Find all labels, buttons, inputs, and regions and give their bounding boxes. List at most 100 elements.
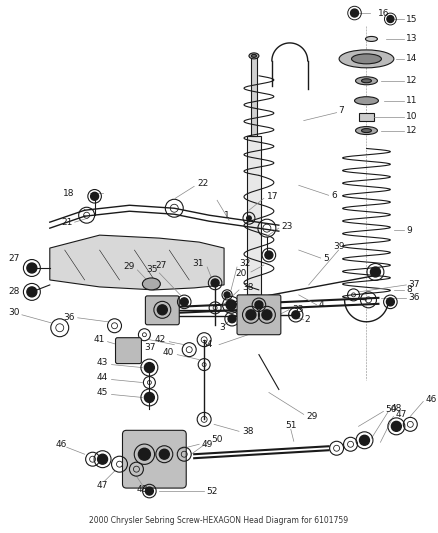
FancyBboxPatch shape xyxy=(116,338,141,364)
Text: 49: 49 xyxy=(201,440,212,449)
Text: 29: 29 xyxy=(307,412,318,421)
Text: 48: 48 xyxy=(390,404,402,413)
Text: 2: 2 xyxy=(305,316,311,324)
Circle shape xyxy=(226,300,236,310)
Text: 27: 27 xyxy=(8,254,19,263)
Text: 14: 14 xyxy=(406,54,418,63)
Text: 52: 52 xyxy=(206,487,218,496)
Text: 45: 45 xyxy=(96,388,108,397)
Text: 40: 40 xyxy=(163,348,174,357)
Text: 50: 50 xyxy=(385,405,397,414)
Circle shape xyxy=(145,487,153,495)
Ellipse shape xyxy=(239,295,269,303)
Text: 39: 39 xyxy=(334,241,345,251)
Text: 8: 8 xyxy=(406,285,412,294)
Text: 2000 Chrysler Sebring Screw-HEXAGON Head Diagram for 6101759: 2000 Chrysler Sebring Screw-HEXAGON Head… xyxy=(88,516,348,525)
Text: 15: 15 xyxy=(406,14,418,23)
Circle shape xyxy=(27,287,37,297)
Ellipse shape xyxy=(356,77,378,85)
Text: 30: 30 xyxy=(8,308,20,317)
Bar xyxy=(247,135,261,295)
Text: 38: 38 xyxy=(242,284,254,293)
Text: 37: 37 xyxy=(408,280,420,289)
Text: 20: 20 xyxy=(236,270,247,278)
FancyBboxPatch shape xyxy=(123,430,186,488)
Circle shape xyxy=(98,454,108,464)
Circle shape xyxy=(211,279,219,287)
Circle shape xyxy=(145,362,154,373)
Circle shape xyxy=(159,449,170,459)
Text: 37: 37 xyxy=(145,343,156,352)
Circle shape xyxy=(392,422,401,431)
Text: 44: 44 xyxy=(96,373,108,382)
Ellipse shape xyxy=(246,215,252,221)
Text: 46: 46 xyxy=(55,440,67,449)
Ellipse shape xyxy=(365,36,378,42)
Text: 43: 43 xyxy=(96,358,108,367)
Text: 12: 12 xyxy=(406,126,418,135)
Text: 11: 11 xyxy=(406,96,418,105)
Text: 50: 50 xyxy=(211,435,223,444)
Ellipse shape xyxy=(354,96,378,104)
Text: 34: 34 xyxy=(201,340,212,349)
Bar xyxy=(251,56,257,135)
Circle shape xyxy=(386,298,394,306)
Text: 4: 4 xyxy=(319,300,324,309)
Text: 21: 21 xyxy=(61,217,73,227)
Circle shape xyxy=(292,311,300,319)
Text: 32: 32 xyxy=(239,259,251,268)
Text: 47: 47 xyxy=(396,410,407,419)
Text: 9: 9 xyxy=(406,225,412,235)
Text: 23: 23 xyxy=(282,222,293,231)
Circle shape xyxy=(180,298,188,306)
Text: 6: 6 xyxy=(332,191,337,200)
Text: 1: 1 xyxy=(224,211,230,220)
Text: 31: 31 xyxy=(193,259,204,268)
Text: 29: 29 xyxy=(123,262,134,271)
Ellipse shape xyxy=(249,53,259,59)
Text: 35: 35 xyxy=(146,265,157,274)
Circle shape xyxy=(27,263,37,273)
Ellipse shape xyxy=(356,126,378,134)
Circle shape xyxy=(360,435,370,445)
Circle shape xyxy=(262,310,272,320)
Polygon shape xyxy=(50,235,224,290)
Text: 41: 41 xyxy=(93,335,105,344)
Text: 33: 33 xyxy=(292,305,303,314)
Text: 46: 46 xyxy=(425,395,437,404)
Circle shape xyxy=(350,9,359,17)
Circle shape xyxy=(265,251,273,259)
Ellipse shape xyxy=(251,54,256,58)
Circle shape xyxy=(371,267,381,277)
FancyBboxPatch shape xyxy=(145,296,179,325)
Text: 36: 36 xyxy=(63,313,75,322)
Text: 28: 28 xyxy=(8,287,19,296)
Text: 18: 18 xyxy=(63,189,75,198)
Text: 51: 51 xyxy=(285,421,297,430)
Circle shape xyxy=(138,448,150,460)
Ellipse shape xyxy=(361,79,371,83)
Text: 47: 47 xyxy=(97,481,108,490)
Circle shape xyxy=(145,392,154,402)
Bar xyxy=(242,295,266,309)
Circle shape xyxy=(224,292,230,298)
Text: 36: 36 xyxy=(408,293,420,302)
Text: 42: 42 xyxy=(155,335,166,344)
FancyBboxPatch shape xyxy=(237,295,281,335)
Circle shape xyxy=(91,192,99,200)
Circle shape xyxy=(246,310,256,320)
Bar xyxy=(260,309,266,323)
Text: 10: 10 xyxy=(406,112,418,121)
Text: 16: 16 xyxy=(378,9,390,18)
Circle shape xyxy=(157,305,167,315)
Text: 12: 12 xyxy=(406,76,418,85)
Bar xyxy=(359,112,374,120)
Ellipse shape xyxy=(361,128,371,133)
Text: 7: 7 xyxy=(339,106,344,115)
Bar xyxy=(242,309,248,323)
Ellipse shape xyxy=(142,278,160,290)
Ellipse shape xyxy=(339,50,394,68)
Circle shape xyxy=(387,15,394,22)
Circle shape xyxy=(255,301,263,309)
Text: 5: 5 xyxy=(324,254,329,263)
